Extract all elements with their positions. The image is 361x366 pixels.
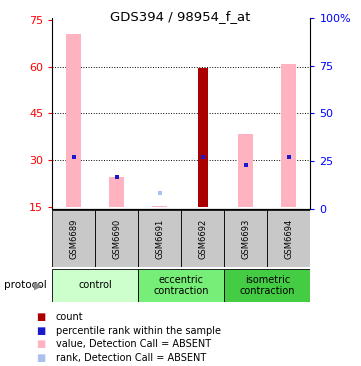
Bar bbox=[66, 34, 81, 207]
Text: eccentric
contraction: eccentric contraction bbox=[154, 274, 209, 296]
Text: ■: ■ bbox=[36, 326, 45, 336]
Text: ■: ■ bbox=[36, 312, 45, 322]
Bar bbox=[268, 210, 310, 267]
Text: GSM6689: GSM6689 bbox=[69, 219, 78, 259]
Bar bbox=[109, 178, 125, 207]
Text: isometric
contraction: isometric contraction bbox=[240, 274, 295, 296]
Bar bbox=[282, 64, 296, 207]
Bar bbox=[152, 206, 168, 207]
Text: GSM6691: GSM6691 bbox=[155, 219, 164, 259]
Text: GSM6692: GSM6692 bbox=[199, 219, 208, 259]
Text: GSM6694: GSM6694 bbox=[284, 219, 293, 259]
Bar bbox=[198, 68, 208, 207]
Text: GDS394 / 98954_f_at: GDS394 / 98954_f_at bbox=[110, 10, 251, 23]
Text: ▶: ▶ bbox=[34, 280, 42, 291]
Bar bbox=[138, 269, 225, 302]
Bar bbox=[52, 269, 138, 302]
Bar bbox=[52, 210, 95, 267]
Bar bbox=[225, 210, 268, 267]
Text: value, Detection Call = ABSENT: value, Detection Call = ABSENT bbox=[56, 339, 211, 350]
Bar bbox=[95, 210, 138, 267]
Text: control: control bbox=[78, 280, 112, 291]
Text: count: count bbox=[56, 312, 84, 322]
Bar bbox=[138, 210, 181, 267]
Text: percentile rank within the sample: percentile rank within the sample bbox=[56, 326, 221, 336]
Bar bbox=[181, 210, 225, 267]
Text: rank, Detection Call = ABSENT: rank, Detection Call = ABSENT bbox=[56, 353, 206, 363]
Text: GSM6693: GSM6693 bbox=[242, 219, 251, 259]
Text: protocol: protocol bbox=[4, 280, 46, 291]
Text: GSM6690: GSM6690 bbox=[112, 219, 121, 259]
Bar bbox=[225, 269, 310, 302]
Text: ■: ■ bbox=[36, 353, 45, 363]
Bar bbox=[238, 134, 253, 207]
Text: ■: ■ bbox=[36, 339, 45, 350]
